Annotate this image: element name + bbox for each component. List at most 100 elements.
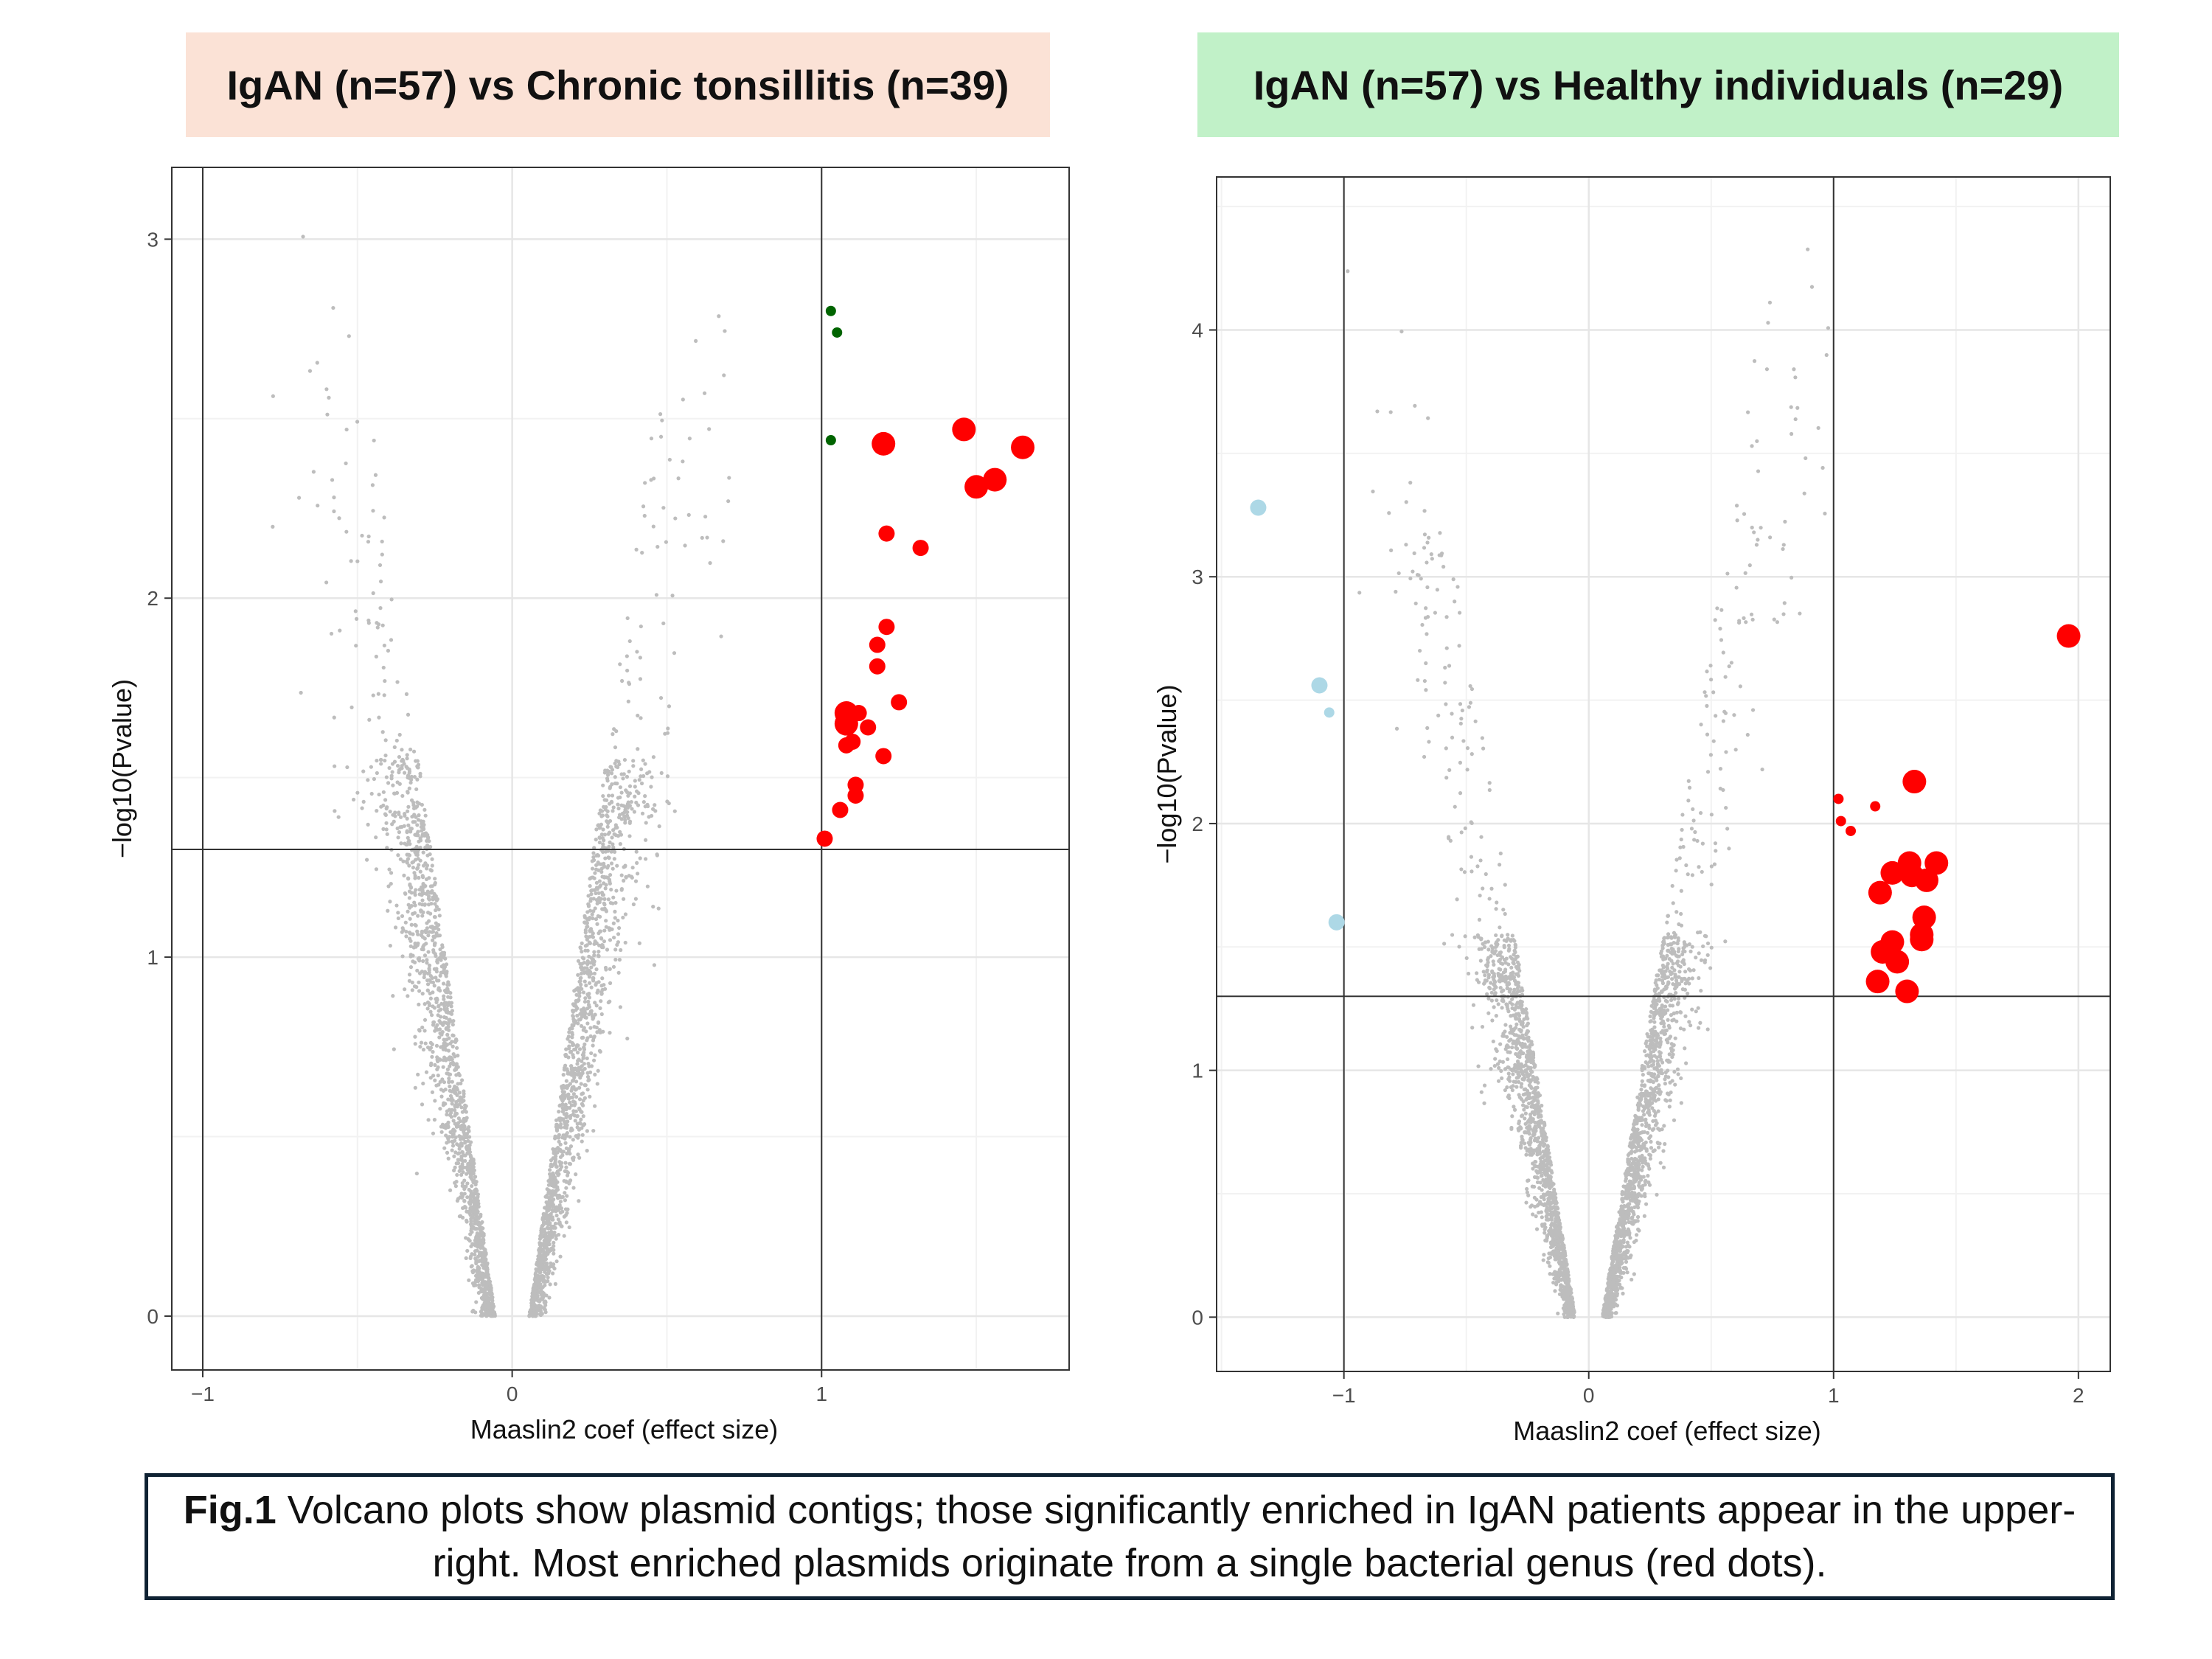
background-point [585, 1036, 590, 1040]
background-point [627, 639, 632, 644]
background-point [618, 1005, 623, 1009]
background-point [389, 871, 394, 875]
background-point [1759, 526, 1763, 530]
background-point [1670, 965, 1674, 970]
background-point [422, 1029, 427, 1033]
background-point [596, 1068, 600, 1073]
background-point [397, 830, 402, 835]
background-point [560, 1090, 565, 1094]
background-point [600, 907, 605, 911]
background-point [560, 1195, 564, 1200]
background-point [1549, 1200, 1554, 1205]
background-point [445, 1067, 451, 1072]
background-point [1424, 606, 1428, 611]
background-point [1429, 552, 1433, 557]
background-point [435, 1023, 439, 1027]
background-point [605, 947, 610, 952]
background-point [383, 812, 388, 816]
background-point [387, 765, 392, 771]
background-point [1754, 543, 1759, 547]
background-point [638, 677, 643, 681]
background-point [391, 783, 395, 787]
background-point [650, 775, 654, 779]
background-point [665, 731, 670, 735]
background-point [606, 793, 611, 798]
background-point [390, 762, 395, 766]
background-point [683, 543, 687, 548]
background-point [445, 1113, 449, 1117]
background-point [1425, 726, 1430, 730]
background-point [381, 827, 386, 831]
background-point [1691, 807, 1695, 812]
background-point [392, 1047, 396, 1051]
background-point [542, 1265, 546, 1270]
background-point [574, 1008, 578, 1012]
background-point [1644, 1202, 1649, 1206]
background-point [1540, 1215, 1544, 1220]
background-point [591, 851, 596, 855]
background-point [369, 791, 374, 796]
background-point [588, 883, 592, 888]
background-point [601, 783, 605, 787]
background-point [439, 958, 443, 962]
background-point [1492, 1005, 1496, 1009]
background-point [569, 1103, 574, 1107]
background-point [426, 1118, 431, 1122]
background-point [585, 1129, 589, 1133]
background-point [377, 715, 381, 720]
background-point [383, 798, 388, 802]
background-point [613, 900, 618, 905]
background-point [392, 791, 397, 796]
background-point [325, 412, 330, 417]
background-point [418, 869, 422, 874]
background-point [594, 867, 599, 872]
background-point [432, 984, 437, 988]
background-point [1480, 1024, 1485, 1029]
background-point [407, 978, 411, 983]
background-point [563, 1198, 568, 1203]
background-point [622, 757, 627, 762]
background-point [462, 1204, 467, 1209]
background-point [1492, 1063, 1497, 1068]
background-point [400, 793, 405, 799]
background-point [1514, 1085, 1519, 1089]
background-point [1427, 535, 1431, 540]
background-point [1642, 1214, 1646, 1218]
background-point [633, 794, 637, 799]
background-point [374, 867, 379, 872]
background-point [465, 1195, 470, 1200]
background-point [469, 1155, 473, 1160]
background-point [399, 815, 403, 819]
background-point [591, 962, 597, 967]
background-point [622, 815, 627, 819]
background-point [563, 1213, 568, 1217]
background-point [610, 835, 614, 840]
background-point [664, 540, 669, 544]
background-point [402, 873, 406, 877]
background-point [603, 849, 608, 854]
background-point [595, 1082, 599, 1086]
background-point [1619, 1207, 1624, 1211]
background-point [1693, 830, 1697, 835]
background-point [587, 1012, 591, 1017]
background-point [633, 897, 638, 901]
background-point [1486, 939, 1490, 944]
background-point [462, 1094, 466, 1099]
background-point [653, 803, 657, 807]
background-point [437, 1035, 442, 1040]
background-point [377, 792, 381, 797]
background-point [1470, 821, 1474, 826]
background-point [611, 809, 615, 813]
background-point [612, 935, 616, 940]
background-point [419, 819, 423, 824]
background-point [1473, 719, 1478, 723]
background-point [473, 1219, 478, 1223]
background-point [602, 928, 607, 933]
background-point [442, 1146, 447, 1150]
background-point [434, 894, 438, 899]
background-point [381, 790, 386, 794]
background-point [599, 984, 604, 988]
background-point [481, 1279, 485, 1283]
background-point [576, 1152, 580, 1157]
background-point [332, 495, 336, 500]
